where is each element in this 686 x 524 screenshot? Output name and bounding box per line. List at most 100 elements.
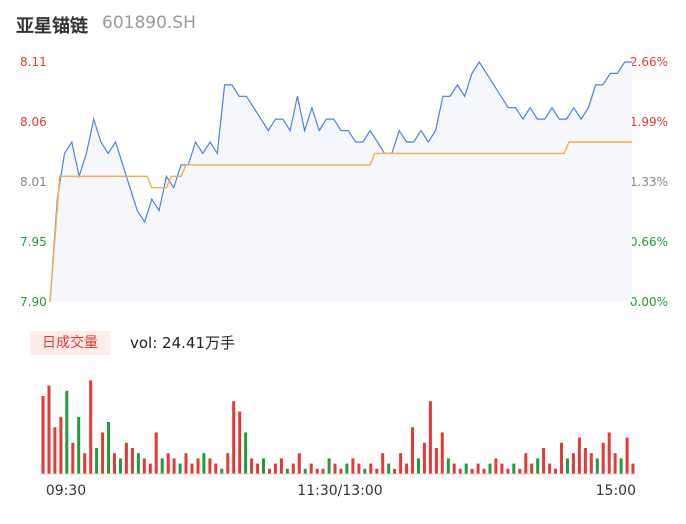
price-axis-labels: 8.11 8.06 8.01 7.95 7.90 [20, 55, 47, 309]
volume-bar [363, 468, 367, 474]
volume-bar [124, 442, 128, 474]
volume-bar [89, 380, 93, 474]
volume-bar [95, 448, 99, 474]
volume-bar [464, 463, 468, 474]
volume-bar [214, 463, 218, 474]
volume-bar [571, 453, 575, 474]
volume-bar [232, 401, 236, 474]
price-tick-label: 8.01 [20, 175, 47, 189]
volume-bar [41, 396, 45, 474]
volume-bar [250, 458, 254, 474]
time-tick-label: 15:00 [596, 483, 636, 499]
volume-bar [399, 453, 403, 474]
average-price-line [49, 141, 632, 303]
percent-tick-label: 1.99% [630, 115, 668, 129]
volume-bar [208, 458, 212, 474]
volume-bar [512, 463, 516, 474]
volume-bar [428, 401, 432, 474]
volume-bar [595, 458, 599, 474]
volume-bar [613, 453, 617, 474]
volume-bar [470, 468, 474, 474]
volume-bar [583, 448, 587, 474]
volume-bar [339, 468, 343, 474]
price-area-fill [50, 62, 632, 302]
volume-bar [142, 458, 146, 474]
volume-bar [107, 422, 110, 474]
volume-bar [244, 432, 248, 474]
volume-bar [393, 468, 397, 474]
volume-bar [285, 468, 289, 474]
time-tick-label: 09:30 [46, 483, 86, 499]
volume-bar [220, 468, 224, 474]
volume-bar [446, 458, 450, 474]
volume-bar [160, 458, 164, 474]
volume-bar [566, 458, 569, 474]
volume-bar [273, 463, 277, 474]
volume-bar [500, 463, 504, 474]
volume-bar [381, 453, 385, 474]
volume-bar [53, 427, 57, 474]
volume-bar [154, 432, 158, 474]
volume-bar [530, 463, 534, 474]
volume-bar [262, 458, 265, 474]
volume-bar [238, 411, 242, 474]
volume-bar [136, 453, 140, 474]
volume-bar [607, 432, 611, 474]
volume-bar [148, 463, 152, 474]
volume-bar [65, 390, 69, 474]
volume-bar [601, 442, 605, 474]
volume-bar [589, 453, 593, 474]
percent-tick-label: 0.00% [630, 295, 668, 309]
volume-bar [59, 416, 63, 474]
price-tick-label: 7.90 [20, 295, 47, 309]
volume-bar [279, 458, 283, 474]
volume-bar [309, 463, 313, 474]
volume-bar [333, 463, 337, 474]
volume-bar [268, 468, 271, 474]
time-axis-labels: 09:30 11:30/13:00 15:00 [46, 483, 636, 499]
volume-bar [411, 427, 414, 474]
volume-bar [297, 453, 301, 474]
volume-bar [256, 463, 260, 474]
volume-bar [202, 453, 206, 474]
volume-bar [560, 442, 563, 474]
volume-bar [291, 463, 295, 474]
volume-bar [226, 453, 230, 474]
volume-bar [327, 458, 331, 474]
volume-bar [178, 463, 182, 474]
time-tick-label: 11:30/13:00 [297, 483, 382, 499]
volume-tab[interactable]: 日成交量 [30, 331, 110, 355]
percent-tick-label: 2.66% [630, 55, 668, 69]
volume-bar [315, 468, 319, 474]
volume-bar [184, 453, 188, 474]
volume-bar [542, 448, 546, 474]
volume-bar [458, 468, 462, 474]
volume-bar [440, 432, 444, 474]
percent-tick-label: 1.33% [630, 175, 668, 189]
volume-bar [119, 458, 122, 474]
price-tick-label: 8.11 [20, 55, 47, 69]
volume-bar [166, 453, 170, 474]
volume-bar [303, 468, 307, 474]
percent-tick-label: 0.66% [630, 235, 668, 249]
stock-code: 601890.SH [102, 13, 196, 33]
volume-bar [494, 458, 498, 474]
volume-bar [351, 458, 355, 474]
volume-bar [482, 468, 486, 474]
price-line [49, 60, 632, 303]
volume-bars [41, 380, 635, 474]
volume-bar [375, 468, 379, 474]
volume-bar [631, 463, 635, 474]
volume-bar [47, 385, 51, 474]
volume-bar [524, 453, 528, 474]
volume-bar [387, 463, 391, 474]
volume-bar [345, 463, 349, 474]
volume-bar [452, 463, 456, 474]
volume-bar [422, 442, 426, 474]
volume-bar [101, 432, 105, 474]
price-tick-label: 7.95 [20, 235, 47, 249]
volume-bar [548, 463, 552, 474]
volume-bar [434, 448, 438, 474]
volume-bar [83, 453, 87, 474]
percent-axis-labels: 2.66% 1.99% 1.33% 0.66% 0.00% [630, 55, 668, 309]
